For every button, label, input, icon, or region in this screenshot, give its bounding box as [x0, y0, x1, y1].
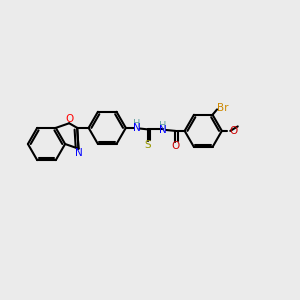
Text: N: N	[159, 125, 167, 135]
Text: H: H	[133, 119, 140, 129]
Text: Br: Br	[217, 103, 228, 113]
Text: O: O	[171, 141, 179, 151]
Text: O: O	[230, 126, 238, 136]
Text: N: N	[75, 148, 83, 158]
Text: S: S	[144, 140, 151, 150]
Text: O: O	[66, 114, 74, 124]
Text: N: N	[133, 124, 140, 134]
Text: H: H	[159, 121, 166, 131]
